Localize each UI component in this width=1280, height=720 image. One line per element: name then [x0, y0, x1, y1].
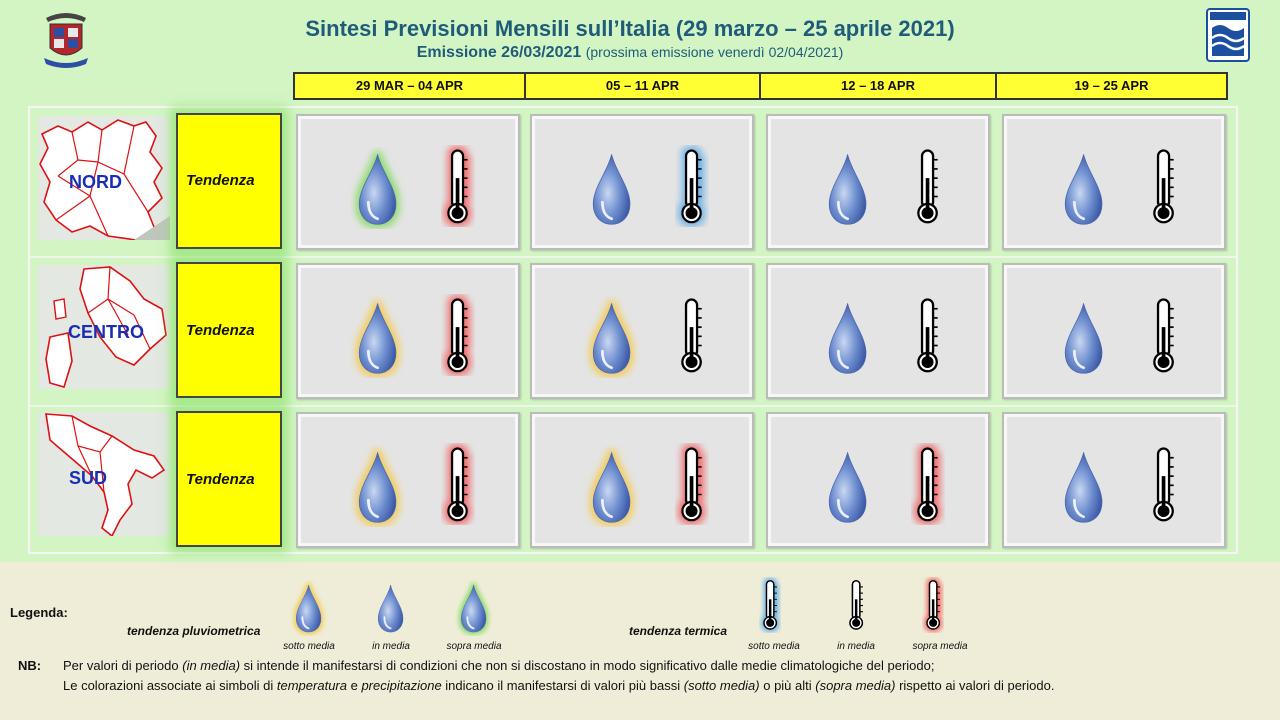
- forecast-cell-centro-1: [296, 263, 520, 399]
- cnmca-logo: [1206, 8, 1250, 62]
- period-header-4: 19 – 25 APR: [995, 72, 1228, 100]
- period-header-3: 12 – 18 APR: [759, 72, 997, 100]
- precipitation-drop-icon: [461, 585, 487, 633]
- forecast-cell-nord-1: [296, 114, 520, 250]
- next-emission-label: (prossima emissione venerdì 02/04/2021): [585, 44, 844, 60]
- map-nord: [38, 116, 170, 241]
- aeronautica-logo: [40, 8, 92, 70]
- thermometer-icon: [763, 580, 777, 630]
- thermometer-icon: [681, 446, 703, 522]
- note-emphasis: (sotto media): [683, 678, 760, 693]
- thermometer-icon: [447, 297, 469, 373]
- region-label-sud: SUD: [69, 468, 108, 488]
- notes-line-2: Le colorazioni associate ai simboli di t…: [63, 678, 1054, 693]
- thermometer-icon: [917, 297, 939, 373]
- row-divider: [30, 405, 1236, 407]
- thermometer-icon: [917, 446, 939, 522]
- note-text: indicano il manifestarsi di valori più b…: [441, 678, 684, 693]
- note-emphasis: (in media): [182, 658, 241, 673]
- tendency-box-centro: Tendenza: [176, 262, 282, 398]
- forecast-cell-nord-4: [1002, 114, 1226, 250]
- note-emphasis: precipitazione: [361, 678, 442, 693]
- note-text: o più alti: [759, 678, 816, 693]
- legend-precip-caption-above: sopra media: [446, 641, 502, 652]
- precipitation-drop-icon: [593, 153, 631, 225]
- precipitation-drop-icon: [593, 451, 631, 523]
- period-header-2: 05 – 11 APR: [524, 72, 761, 100]
- precipitation-drop-icon: [359, 451, 397, 523]
- forecast-cell-sud-3: [766, 412, 990, 548]
- forecast-grid: [28, 106, 1238, 554]
- thermometer-icon: [447, 446, 469, 522]
- legend-precip-caption-normal: in media: [372, 641, 410, 652]
- legend-temp-caption-below: sotto media: [748, 641, 800, 652]
- tendency-box-sud: Tendenza: [176, 411, 282, 547]
- precipitation-drop-icon: [593, 302, 631, 374]
- notes-label: NB:: [18, 658, 42, 673]
- forecast-cell-sud-4: [1002, 412, 1226, 548]
- map-centro: [38, 265, 170, 389]
- legend-precip-caption-below: sotto media: [283, 641, 335, 652]
- legend-temp-label: tendenza termica: [629, 624, 728, 638]
- legend-precip-label: tendenza pluviometrica: [127, 624, 261, 638]
- thermometer-icon: [849, 580, 863, 630]
- forecast-cell-sud-2: [530, 412, 754, 548]
- row-divider: [30, 256, 1236, 258]
- tendency-label: Tendenza: [186, 172, 255, 189]
- precipitation-drop-icon: [1065, 153, 1103, 225]
- note-text: si intende il manifestarsi di condizioni…: [240, 658, 935, 673]
- note-text: e: [346, 678, 362, 693]
- page-title: Sintesi Previsioni Mensili sull’Italia (…: [305, 16, 955, 41]
- tendency-label: Tendenza: [186, 471, 255, 488]
- note-text: Per valori di periodo: [63, 658, 183, 673]
- note-text: Le colorazioni associate ai simboli di: [63, 678, 277, 693]
- tendency-box-nord: Tendenza: [176, 113, 282, 249]
- map-sud: [38, 412, 170, 538]
- legend-temp-caption-normal: in media: [837, 641, 875, 652]
- thermometer-icon: [681, 148, 703, 224]
- forecast-cell-centro-4: [1002, 263, 1226, 399]
- thermometer-icon: [681, 297, 703, 373]
- thermometer-icon: [447, 148, 469, 224]
- legend-temp-caption-above: sopra media: [912, 641, 968, 652]
- page-subtitle: Emissione 26/03/2021 (prossima emissione…: [0, 44, 1260, 62]
- forecast-cell-centro-2: [530, 263, 754, 399]
- region-label-nord: NORD: [69, 172, 122, 192]
- precipitation-drop-icon: [359, 302, 397, 374]
- legend-title: Legenda:: [10, 605, 68, 620]
- note-text: rispetto ai valori di periodo.: [895, 678, 1055, 693]
- thermometer-icon: [1153, 148, 1175, 224]
- emission-label: Emissione 26/03/2021: [416, 44, 582, 61]
- forecast-cell-centro-3: [766, 263, 990, 399]
- legend-title-text: Legenda: [10, 605, 64, 620]
- thermometer-icon: [917, 148, 939, 224]
- legend-background: [0, 562, 1280, 720]
- tendency-label: Tendenza: [186, 322, 255, 339]
- note-emphasis: (sopra media): [815, 678, 896, 693]
- thermometer-icon: [1153, 297, 1175, 373]
- thermometer-icon: [926, 580, 940, 630]
- region-label-centro: CENTRO: [68, 322, 144, 342]
- period-header-1: 29 MAR – 04 APR: [293, 72, 526, 100]
- precipitation-drop-icon: [829, 153, 867, 225]
- forecast-cell-nord-2: [530, 114, 754, 250]
- forecast-cell-nord-3: [766, 114, 990, 250]
- forecast-cell-sud-1: [296, 412, 520, 548]
- precipitation-drop-icon: [1065, 451, 1103, 523]
- note-emphasis: temperatura: [276, 678, 347, 693]
- precipitation-drop-icon: [829, 451, 867, 523]
- notes-line-1: Per valori di periodo (in media) si inte…: [63, 658, 934, 673]
- precipitation-drop-icon: [378, 585, 404, 633]
- precipitation-drop-icon: [1065, 302, 1103, 374]
- precipitation-drop-icon: [359, 153, 397, 225]
- thermometer-icon: [1153, 446, 1175, 522]
- precipitation-drop-icon: [296, 585, 322, 633]
- precipitation-drop-icon: [829, 302, 867, 374]
